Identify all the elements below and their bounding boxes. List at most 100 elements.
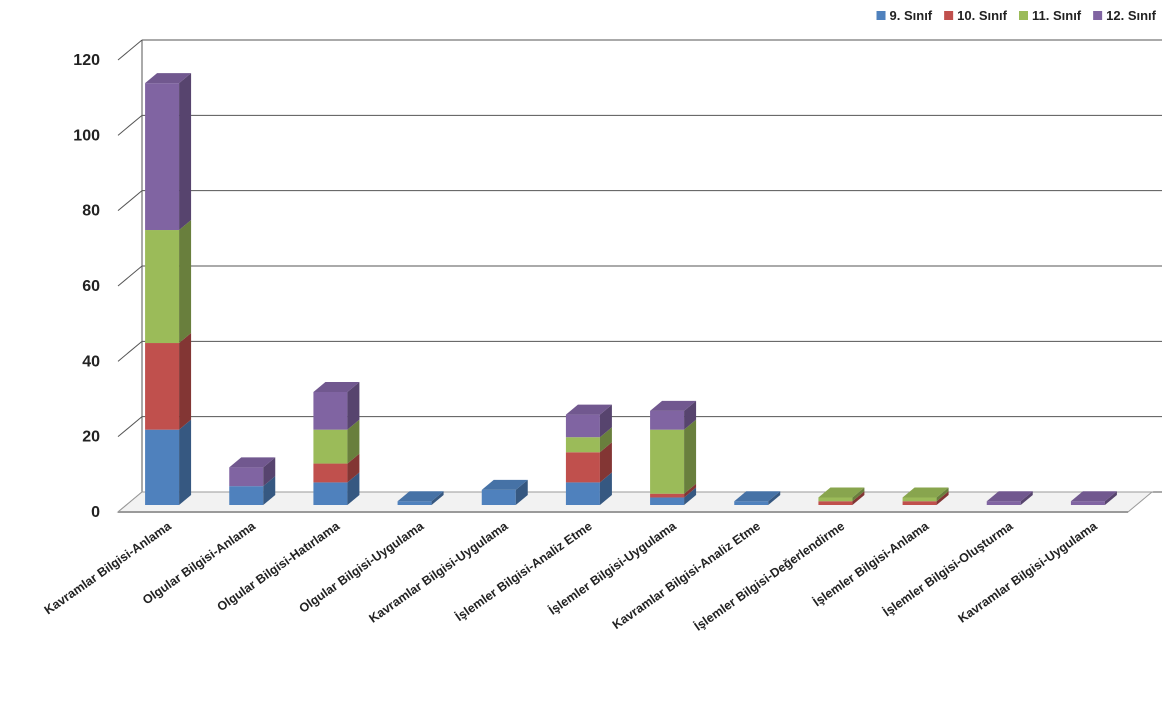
bar-segment-side [599,404,612,438]
bar-segment [565,482,600,505]
bar-segment [565,452,600,483]
bar-segment [481,489,516,505]
legend-label: 11. Sınıf [1032,8,1082,23]
y-tick-label: 80 [82,203,100,220]
bar-segment-side [852,487,865,502]
gridline-depth-120 [117,39,143,61]
bar-segment-side [936,487,949,502]
legend-label: 9. Sınıf [890,8,933,23]
bar-segment-side [179,419,192,505]
bar-top-face [902,487,949,498]
bar-segment-side [347,382,360,430]
bar-stack [818,487,865,505]
bar-segment [902,497,937,502]
bar-segment-side [263,476,276,505]
bar-stack [734,491,781,505]
bar-segment [818,501,853,505]
bar-segment [565,437,600,453]
x-tick-label: Kavramlar Bilgisi-Uygulama [956,518,1101,625]
legend-label: 10. Sınıf [957,8,1008,23]
legend-swatch [944,11,954,20]
gridline-depth-80 [117,190,143,212]
legend: 9. Sınıf 10. Sınıf 11. Sınıf 12. Sınıf [876,8,1157,23]
legend-swatch [1019,11,1028,20]
gridlines [117,39,1162,513]
x-tick-label: İşlemler Bilgisi-Değerlendirme [691,518,847,634]
bar-segment-side [599,427,612,453]
bar-segment [145,230,180,344]
bar-top-face [650,400,697,411]
bar-segment [313,463,348,483]
bar-stack [1070,491,1117,505]
bars [145,73,1117,505]
bar-stack [313,382,360,505]
chart-floor [116,491,1154,513]
bar-segment [145,429,180,505]
bar-segment [397,501,432,505]
bar-stack [481,479,528,505]
y-tick-label: 0 [91,504,100,521]
bar-segment-side [1020,491,1033,505]
bar-segment-side [684,487,697,505]
bar-segment-side [1104,491,1117,505]
legend-swatch [876,11,886,20]
bar-segment [145,83,180,231]
bar-segment [902,501,937,505]
y-tick-label: 20 [82,429,100,446]
legend-item: 10. Sınıf [944,8,1008,23]
bar-stack [902,487,949,505]
y-tick-label: 40 [82,353,100,370]
gridline-depth-20 [117,416,143,438]
bar-segment-side [347,472,360,505]
bar-segment-side [599,442,612,483]
bar-segment-side [263,457,276,487]
bar-segment-side [768,491,781,505]
bar-segment-side [852,491,865,505]
bar-stack [229,457,276,505]
x-tick-label: Kavramlar Bilgisi-Analiz Etme [610,519,763,632]
x-tick-label: İşlemler Bilgisi-Analiz Etme [452,518,594,624]
bar-segment-side [515,479,528,505]
bar-segment [818,497,853,502]
bar-segment [1070,501,1105,505]
gridline-depth-60 [117,265,143,287]
bar-segment [313,429,348,464]
x-tick-label: İşlemler Bilgisi-Oluşturma [880,518,1016,620]
bar-stack [565,404,612,505]
bar-stack [397,491,444,505]
gridline-depth-40 [117,340,143,362]
y-axis: 0 20 40 60 80 100 120 [73,52,100,521]
y-tick-label: 100 [73,127,100,144]
bar-segment-side [936,491,949,505]
bar-segment [650,497,685,505]
bar-top-face [565,404,612,415]
bar-segment-side [684,419,697,494]
bar-segment-side [179,73,192,231]
bar-top-face [145,73,192,84]
bar-top-face [397,491,444,502]
y-tick-label: 120 [73,52,100,69]
legend-label: 12. Sınıf [1106,8,1157,23]
bar-segment-side [599,472,612,505]
legend-swatch [1093,11,1103,20]
x-tick-label: Kavramlar Bilgisi-Uygulama [366,518,511,625]
bar-segment [565,414,600,438]
bar-segment [650,493,685,498]
bar-segment-side [347,419,360,464]
bar-segment-side [684,400,697,430]
bar-stack [986,491,1033,505]
bar-segment-side [431,491,444,505]
bar-segment-side [347,453,360,483]
legend-item: 11. Sınıf [1019,8,1082,23]
bar-segment [650,429,685,494]
bar-segment [313,392,348,430]
bar-segment [145,343,180,430]
bar-segment-side [179,333,192,430]
bar-stack [145,73,192,505]
bar-segment [313,482,348,505]
bar-stack [650,400,697,505]
bar-top-face [818,487,865,498]
bar-top-face [229,457,276,468]
